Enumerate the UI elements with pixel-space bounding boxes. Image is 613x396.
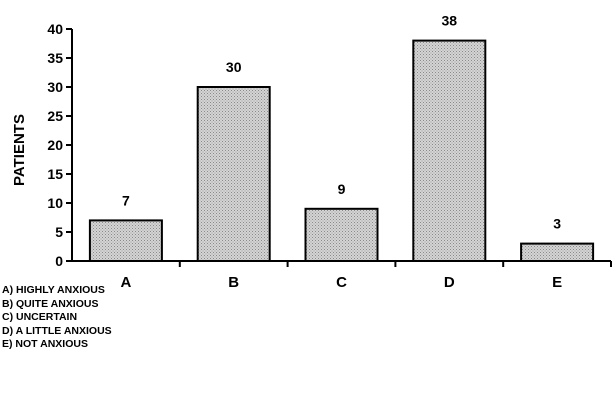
data-label-c: 9 bbox=[338, 181, 346, 197]
y-tick-label: 5 bbox=[55, 224, 63, 240]
bar-d bbox=[412, 39, 487, 262]
y-tick-label: 15 bbox=[47, 166, 63, 182]
x-tick-label-d: D bbox=[444, 274, 455, 291]
legend-item-a: A) HIGHLY ANXIOUS bbox=[2, 284, 105, 296]
y-tick-label: 0 bbox=[55, 253, 63, 269]
legend-item-d: D) A LITTLE ANXIOUS bbox=[2, 324, 112, 337]
x-tick-label-b: B bbox=[228, 274, 239, 291]
y-tick-label: 20 bbox=[47, 137, 63, 153]
x-tick-label-c: C bbox=[336, 274, 347, 291]
y-tick-label: 40 bbox=[47, 21, 63, 37]
y-tick-label: 10 bbox=[47, 195, 63, 211]
bar-a bbox=[88, 219, 163, 262]
bar-b bbox=[196, 86, 271, 262]
y-axis-label: PATIENTS bbox=[11, 114, 28, 186]
data-label-d: 38 bbox=[442, 13, 458, 29]
legend-item-c: C) UNCERTAIN bbox=[2, 311, 78, 323]
y-tick-label: 30 bbox=[47, 79, 63, 95]
data-label-b: 30 bbox=[226, 59, 242, 75]
category-legend: A) HIGHLY ANXIOUS B) QUITE ANXIOUS C) UN… bbox=[2, 284, 112, 352]
legend-item-e: E) NOT ANXIOUS bbox=[2, 338, 88, 350]
x-tick-label-e: E bbox=[552, 274, 562, 291]
y-tick-label: 35 bbox=[47, 50, 63, 66]
x-tick-label-a: A bbox=[120, 274, 131, 291]
legend-item-b: B) QUITE ANXIOUS bbox=[2, 297, 99, 310]
bar-c bbox=[304, 207, 379, 263]
data-label-e: 3 bbox=[553, 216, 561, 232]
bar-e bbox=[520, 242, 595, 263]
data-label-a: 7 bbox=[122, 192, 130, 208]
y-tick-label: 25 bbox=[47, 108, 63, 124]
